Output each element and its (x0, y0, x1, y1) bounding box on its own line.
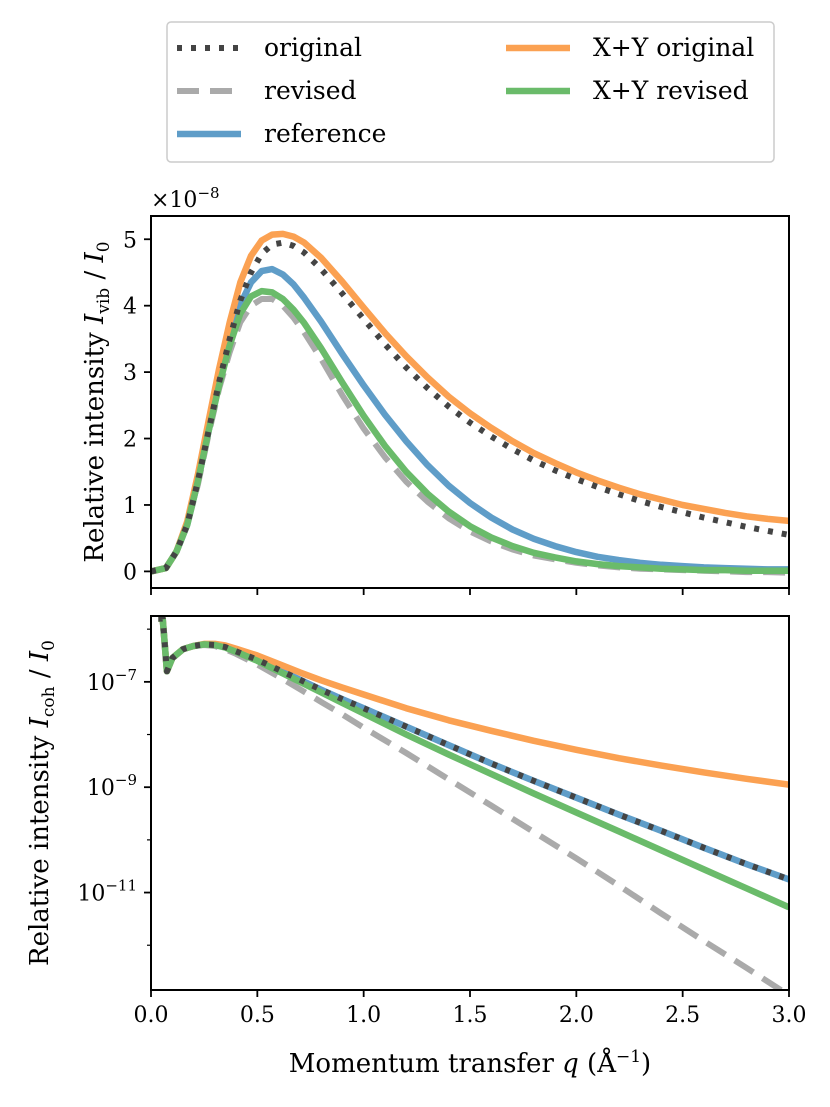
vibrational-panel: 0 1 2 3 4 5 ×10−8 Relative intensity Ivib / I… (80, 184, 790, 595)
top-y-tick-label: 1 (123, 494, 137, 519)
x-tick-label: 1.0 (346, 1003, 381, 1028)
legend: original revised reference X+Y original X+Y … (166, 21, 775, 163)
top-y-tick-label: 3 (123, 361, 137, 386)
x-tick-label: 2.0 (559, 1003, 594, 1028)
legend-label: X+Y revised (593, 76, 749, 105)
legend-label: reference (264, 119, 386, 148)
bottom-y-tick-label: 10−9 (87, 771, 137, 801)
top-y-axis-label: Relative intensity Ivib / I0 (80, 241, 114, 562)
legend-item-x-plus-y-revised: X+Y revised (506, 76, 749, 105)
top-y-tick-label: 4 (123, 295, 137, 320)
bottom-y-tick-label: 10−7 (87, 666, 137, 696)
top-y-tick-label: 2 (123, 428, 137, 453)
x-tick-label: 0.5 (240, 1003, 275, 1028)
top-series-x-plus-y-revised (151, 287, 789, 575)
legend-item-original: original (177, 33, 362, 62)
x-tick-label: 2.5 (665, 1003, 700, 1028)
legend-item-revised: revised (177, 76, 357, 105)
x-axis-label: Momentum transfer q (Å−1) (289, 1047, 651, 1079)
bottom-y-axis-label: Relative intensity Icoh / I0 (25, 640, 59, 966)
legend-item-reference: reference (177, 119, 386, 148)
legend-label: revised (264, 76, 357, 105)
x-tick-label: 1.5 (453, 1003, 488, 1028)
top-y-tick-label: 0 (123, 560, 137, 585)
x-tick-label: 3.0 (772, 1003, 807, 1028)
bottom-series-revised (158, 616, 787, 990)
top-series-x-plus-y-original (151, 230, 789, 575)
coherent-panel: 0.0 0.5 1.0 1.5 2.0 2.5 3.0 10−7 10−9 10−11 Relat… (25, 615, 807, 1079)
top-series-original (151, 239, 789, 575)
legend-label: original (264, 33, 362, 62)
top-y-tick-label: 5 (123, 228, 137, 253)
bottom-series-x-plus-y-original (158, 616, 789, 788)
legend-frame (166, 21, 775, 163)
top-offset-text: ×10−8 (151, 184, 220, 213)
bottom-series-x-plus-y-revised (158, 616, 789, 911)
legend-label: X+Y original (593, 33, 754, 62)
bottom-series-original (158, 616, 789, 883)
bottom-y-tick-label: 10−11 (77, 877, 137, 907)
legend-item-x-plus-y-original: X+Y original (506, 33, 754, 62)
top-series-revised (151, 296, 789, 576)
x-tick-label: 0.0 (134, 1003, 169, 1028)
